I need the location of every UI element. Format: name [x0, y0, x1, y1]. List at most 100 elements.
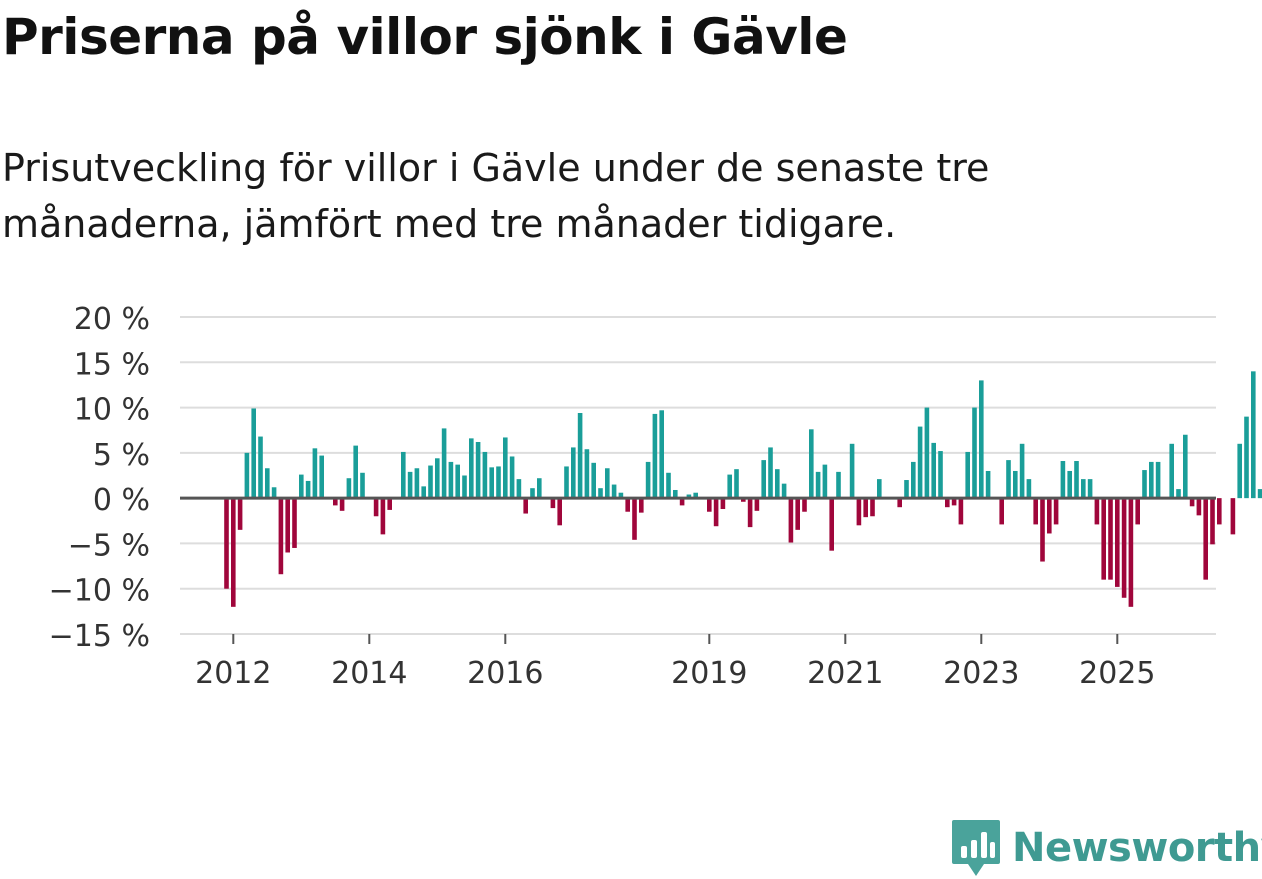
bar	[231, 498, 236, 607]
y-tick-label: −5 %	[68, 528, 150, 563]
bar	[632, 498, 637, 540]
y-tick-label: 10 %	[74, 393, 150, 428]
bar	[1203, 498, 1208, 580]
bar	[985, 470, 991, 499]
bar	[775, 469, 780, 499]
bar	[618, 492, 624, 499]
bar	[863, 498, 868, 518]
bar	[482, 451, 488, 499]
bar	[605, 468, 610, 499]
bar	[557, 498, 562, 526]
bar	[911, 461, 916, 499]
bar	[523, 498, 528, 514]
bar	[1108, 498, 1113, 580]
bar	[251, 408, 256, 499]
bar	[713, 498, 719, 527]
bar	[278, 498, 284, 575]
bar	[1244, 416, 1249, 499]
y-tick-label: −15 %	[49, 619, 150, 654]
bar	[931, 442, 936, 499]
bar	[475, 441, 481, 499]
x-tick-label: 2023	[943, 656, 1019, 691]
bar	[407, 471, 413, 499]
bar	[938, 451, 943, 499]
x-tick-label: 2016	[467, 656, 543, 691]
bar	[244, 452, 250, 499]
bar	[428, 465, 433, 499]
bar	[530, 488, 535, 499]
bar	[1135, 498, 1140, 525]
bar	[299, 474, 304, 499]
bar	[591, 462, 596, 499]
bar	[537, 478, 542, 499]
bar	[809, 429, 814, 499]
bar	[1087, 479, 1093, 499]
bar	[659, 410, 664, 499]
bar	[584, 449, 590, 499]
bar	[1040, 498, 1045, 562]
bar	[836, 471, 841, 499]
bar	[469, 438, 474, 499]
bar	[353, 445, 358, 499]
bar	[1053, 498, 1059, 525]
y-tick-label: −10 %	[49, 574, 150, 609]
bar	[462, 475, 467, 499]
bar	[1067, 470, 1072, 499]
x-tick-label: 2019	[671, 656, 747, 691]
bar	[1047, 498, 1052, 534]
bar	[741, 498, 746, 502]
bar	[877, 479, 882, 499]
bar	[285, 498, 290, 553]
bar	[1189, 498, 1195, 507]
bar	[1142, 470, 1147, 499]
bar	[965, 451, 970, 499]
bar	[1101, 498, 1106, 580]
newsworthy-logo-text: Newsworthy	[1012, 825, 1262, 871]
bar	[1115, 498, 1120, 587]
bar	[237, 498, 243, 530]
bar	[856, 498, 862, 526]
bar	[870, 498, 875, 517]
axes: 20 % 15 % 10 % 5 % 0 % −5 % −10 % −15 % 2012 2014…	[49, 302, 1216, 691]
x-tick-label: 2014	[331, 656, 407, 691]
bar	[319, 455, 324, 499]
bar	[679, 498, 685, 506]
bar	[652, 413, 658, 499]
bar	[387, 498, 392, 510]
bar	[571, 447, 576, 499]
bar	[639, 498, 644, 513]
bar	[305, 480, 311, 499]
bar	[380, 498, 386, 535]
bar	[686, 494, 692, 499]
bar	[917, 426, 923, 499]
bar	[489, 467, 494, 499]
bar	[577, 413, 583, 499]
bar	[414, 468, 420, 499]
bar	[224, 498, 229, 589]
bar	[768, 447, 773, 499]
bar	[781, 483, 787, 499]
x-tick-label: 2021	[807, 656, 883, 691]
bar	[897, 498, 902, 508]
bar	[258, 436, 263, 499]
bar	[666, 472, 671, 499]
bars	[224, 371, 1262, 607]
bar	[1251, 371, 1256, 499]
bar	[795, 498, 800, 530]
bar	[373, 498, 379, 517]
bar	[958, 498, 964, 525]
y-tick-label: 0 %	[93, 483, 150, 518]
y-tick-label: 15 %	[74, 347, 150, 382]
bar	[503, 437, 508, 499]
bar	[1257, 489, 1262, 499]
bar	[1183, 434, 1188, 499]
bar	[645, 461, 651, 499]
bar	[564, 466, 569, 499]
bar	[999, 498, 1004, 525]
y-tick-label: 5 %	[93, 438, 150, 473]
bar	[550, 498, 556, 509]
bar	[815, 471, 821, 499]
bar	[292, 498, 297, 548]
gridlines	[180, 316, 1216, 635]
bar	[333, 498, 338, 506]
